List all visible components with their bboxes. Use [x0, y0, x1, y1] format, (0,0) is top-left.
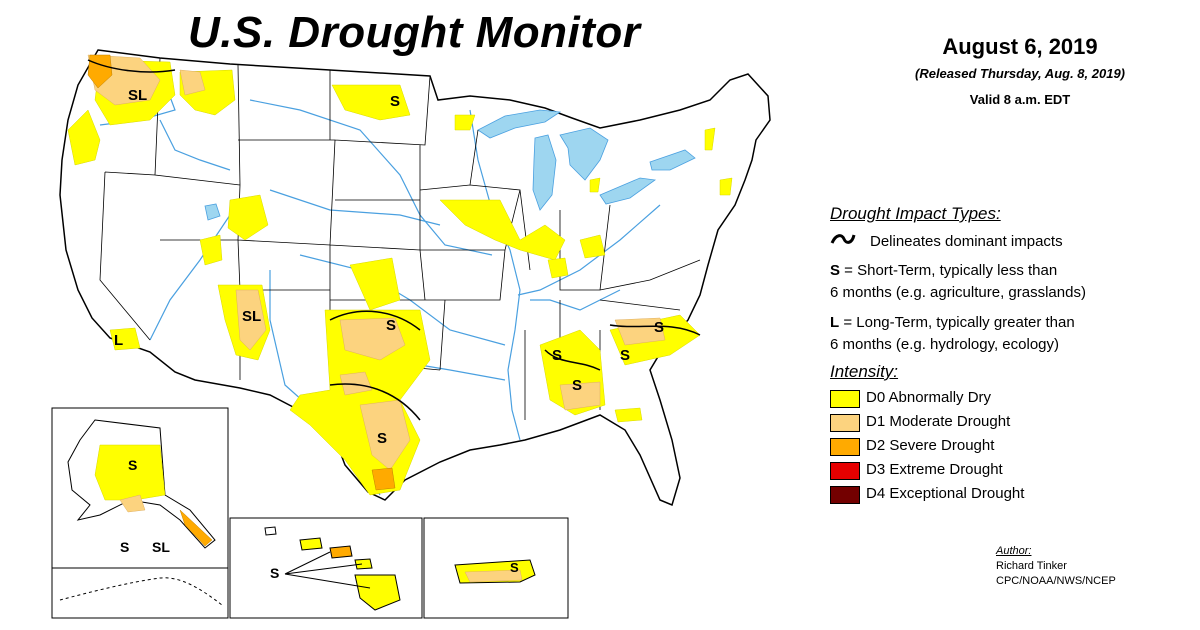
label-sl-alaska: SL: [152, 539, 170, 555]
alaska-inset: S S SL: [51, 407, 229, 569]
lake-michigan: [532, 134, 557, 211]
author-org: CPC/NOAA/NWS/NCEP: [996, 575, 1116, 587]
author-heading: Author:: [996, 545, 1032, 557]
short-term-legend: S = Short-Term, typically less than 6 mo…: [830, 260, 1086, 304]
legend-label-d3: D3 Extreme Drought: [866, 461, 1003, 478]
map-title: U.S. Drought Monitor: [188, 8, 641, 57]
puerto-rico-inset: S: [423, 517, 569, 619]
long-term-legend: L = Long-Term, typically greater than 6 …: [830, 312, 1075, 356]
legend-label-d0: D0 Abnormally Dry: [866, 389, 992, 406]
label-sl-arizona: SL: [242, 308, 261, 325]
great-salt-lake: [204, 203, 221, 221]
label-l-california: L: [114, 332, 123, 349]
swatch-d0: [830, 390, 860, 408]
lake-erie: [599, 177, 657, 205]
aleutian-inset: [51, 567, 229, 619]
water-bodies: [204, 109, 696, 221]
map-date: August 6, 2019: [942, 34, 1098, 59]
label-s-hawaii: S: [270, 565, 279, 581]
impact-types-heading: Drought Impact Types:: [830, 204, 1001, 223]
lake-huron: [559, 127, 609, 181]
delineates-text: Delineates dominant impacts: [870, 233, 1063, 250]
valid-time: Valid 8 a.m. EDT: [969, 92, 1071, 107]
legend-label-d1: D1 Moderate Drought: [866, 413, 1011, 430]
label-sl-northwest: SL: [128, 87, 147, 104]
label-s-alabama: S: [572, 377, 582, 394]
label-s-oklahoma: S: [386, 317, 396, 334]
swatch-d1: [830, 414, 860, 432]
lake-superior: [477, 109, 562, 139]
ohio-river: [517, 204, 661, 296]
author-name: Richard Tinker: [996, 560, 1067, 572]
short-term-letter: S: [830, 262, 841, 279]
squiggle-icon: [830, 232, 860, 250]
swatch-d4: [830, 486, 860, 504]
delineates-legend-item: Delineates dominant impacts: [830, 232, 1063, 250]
label-s-alaska-south: S: [120, 539, 129, 555]
short-term-line1: = Short-Term, typically less than: [840, 262, 1058, 279]
label-s-georgia: S: [620, 347, 630, 364]
author-block: Author: Richard Tinker CPC/NOAA/NWS/NCEP: [996, 544, 1116, 589]
release-date: (Released Thursday, Aug. 8, 2019): [915, 66, 1125, 81]
legend-label-d4: D4 Exceptional Drought: [866, 485, 1025, 502]
long-term-letter: L: [830, 314, 840, 331]
snake-river: [159, 119, 231, 171]
intensity-heading: Intensity:: [830, 362, 899, 381]
missouri-river: [249, 99, 493, 256]
swatch-d3: [830, 462, 860, 480]
mississippi-river: [469, 109, 521, 441]
label-s-carolina: S: [654, 319, 664, 336]
legend-label-d2: D2 Severe Drought: [866, 437, 995, 454]
label-s-mississippi: S: [552, 347, 562, 364]
label-s-alaska: S: [128, 457, 137, 473]
label-s-north-dakota: S: [390, 93, 400, 110]
long-term-line2: 6 months (e.g. hydrology, ecology): [830, 336, 1060, 353]
impact-labels: SL S L SL S S S S S S: [114, 87, 664, 447]
long-term-line1: = Long-Term, typically greater than: [839, 314, 1075, 331]
short-term-line2: 6 months (e.g. agriculture, grasslands): [830, 284, 1086, 301]
delineation-lines: [87, 59, 701, 421]
swatch-d2: [830, 438, 860, 456]
hawaii-inset: S: [229, 517, 423, 619]
label-s-texas: S: [377, 430, 387, 447]
lake-ontario: [649, 149, 696, 171]
label-s-puerto-rico: S: [510, 560, 519, 575]
